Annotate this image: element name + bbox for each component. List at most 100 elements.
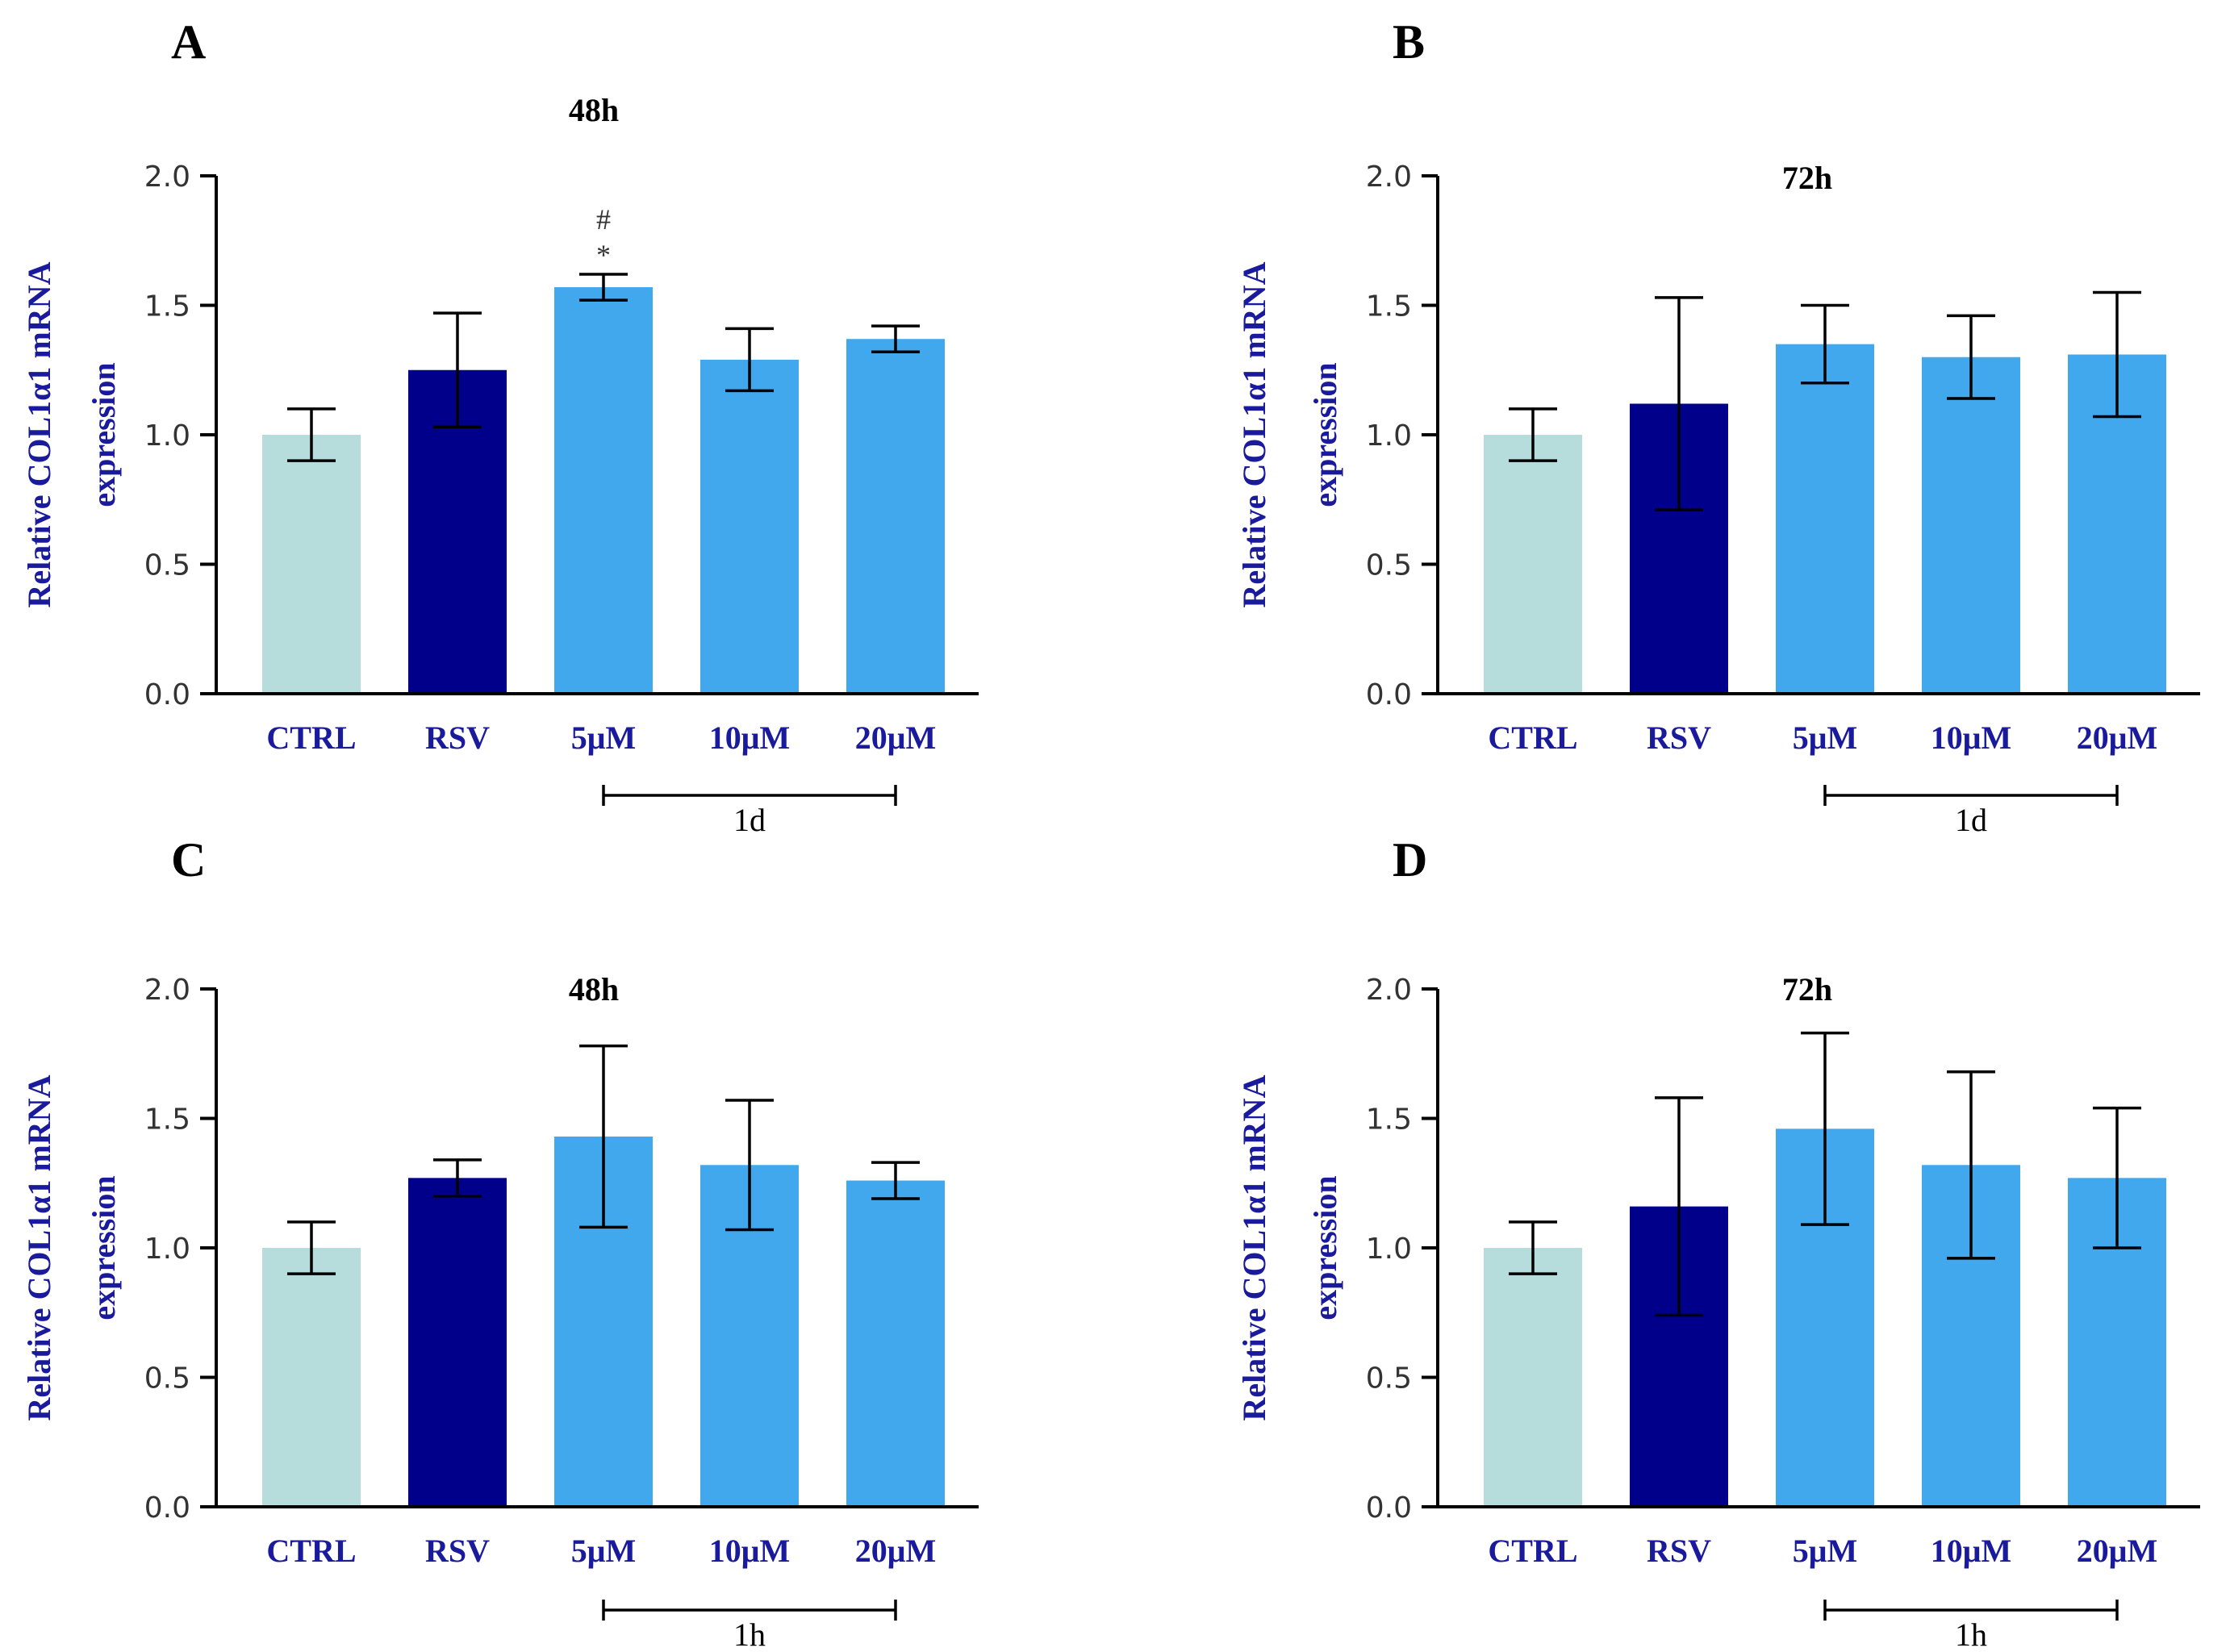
x-tick-label: 5μM — [1793, 720, 1857, 756]
error-bar — [433, 311, 482, 429]
x-tick-label: 5μM — [571, 1533, 636, 1569]
bracket-label: 1d — [1955, 802, 1987, 838]
y-tick-label: 2.0 — [1366, 161, 1412, 194]
x-tick-label: CTRL — [266, 1533, 356, 1569]
y-tick-label: 0.0 — [1366, 1491, 1412, 1525]
bar-10um — [700, 359, 799, 694]
error-bar — [1947, 314, 1995, 400]
error-bar — [1801, 1031, 1849, 1226]
bar-ctrl — [262, 1248, 361, 1507]
bar-20um — [846, 1180, 945, 1507]
y-tick-label: 1.0 — [1366, 1233, 1412, 1266]
x-tick-label: CTRL — [1488, 1533, 1577, 1569]
x-tick-label: RSV — [1647, 1533, 1711, 1569]
bar-ctrl — [262, 435, 361, 694]
x-tick-label: 20μM — [2077, 1533, 2157, 1569]
y-axis-label: expression — [86, 362, 122, 507]
panel-letter: C — [171, 833, 206, 886]
x-tick-label: CTRL — [1488, 720, 1577, 756]
bracket-label: 1h — [733, 1617, 766, 1652]
treatment-bracket — [1823, 1600, 2119, 1621]
x-tick-label: 20μM — [2077, 720, 2157, 756]
x-tick-label: 10μM — [1931, 1533, 2011, 1569]
x-tick-label: RSV — [425, 1533, 490, 1569]
x-tick-label: 20μM — [855, 1533, 936, 1569]
significance-annotation: * — [596, 239, 611, 271]
y-axis-label: Relative COL1α1 mRNA — [21, 261, 57, 607]
x-tick-label: 10μM — [709, 1533, 790, 1569]
error-bar — [1947, 1070, 1995, 1260]
y-tick-label: 1.5 — [144, 290, 190, 323]
y-tick-label: 1.0 — [1366, 419, 1412, 453]
error-bar — [579, 273, 628, 302]
y-axis-label: Relative COL1α1 mRNA — [1236, 1074, 1272, 1420]
x-tick-label: 10μM — [709, 720, 790, 756]
x-tick-label: RSV — [1647, 720, 1711, 756]
x-tick-label: 5μM — [571, 720, 636, 756]
x-tick-label: RSV — [425, 720, 490, 756]
bracket-label: 1h — [1955, 1617, 1987, 1652]
bracket-label: 1d — [733, 802, 766, 838]
y-tick-label: 0.5 — [1366, 1362, 1412, 1395]
bar-20um — [846, 339, 945, 694]
y-tick-label: 1.0 — [144, 419, 190, 453]
y-axis-label: Relative COL1α1 mRNA — [1236, 261, 1272, 607]
panel-letter: A — [171, 15, 206, 69]
panel-d: D 72h 0.0 0.5 1.0 1.5 2.0 CTRL RSV 5μM 10μM 20μM Rel… — [1236, 833, 2200, 1652]
error-bar — [1509, 407, 1557, 462]
treatment-bracket — [602, 1600, 897, 1621]
error-bar — [2093, 1106, 2141, 1249]
panel-b: B 72h 0.0 0.5 1.0 1.5 2.0 CTRL RSV 5μM 10μM 20μM Rel… — [1236, 15, 2200, 838]
x-tick-label: 10μM — [1931, 720, 2011, 756]
error-bar — [1801, 303, 1849, 385]
y-tick-label: 2.0 — [144, 974, 190, 1007]
bar-ctrl — [1484, 435, 1582, 694]
error-bar — [725, 327, 774, 393]
x-tick-label: CTRL — [266, 720, 356, 756]
y-tick-label: 0.5 — [1366, 549, 1412, 582]
bar-rsv — [408, 1178, 507, 1507]
bar-10um — [1922, 357, 2020, 694]
y-axis-label: expression — [1307, 362, 1343, 507]
panel-letter: D — [1393, 833, 1427, 886]
chart-title: 72h — [1782, 160, 1832, 196]
bar-5um — [554, 287, 653, 694]
y-tick-label: 2.0 — [1366, 974, 1412, 1007]
y-axis-label: expression — [86, 1175, 122, 1320]
error-bar — [579, 1044, 628, 1229]
bar-ctrl — [1484, 1248, 1582, 1507]
y-tick-label: 0.5 — [144, 1362, 190, 1395]
y-tick-label: 1.5 — [1366, 290, 1412, 323]
panel-letter: B — [1393, 15, 1425, 69]
y-tick-label: 1.0 — [144, 1233, 190, 1266]
chart-title: 48h — [569, 971, 619, 1007]
y-axis-label: expression — [1307, 1175, 1343, 1320]
y-axis-label: Relative COL1α1 mRNA — [21, 1074, 57, 1420]
y-tick-label: 1.5 — [1366, 1103, 1412, 1137]
error-bar — [871, 324, 920, 354]
error-bar — [287, 407, 336, 462]
y-tick-label: 1.5 — [144, 1103, 190, 1137]
error-bar — [871, 1161, 920, 1200]
error-bar — [433, 1158, 482, 1198]
error-bar — [2093, 290, 2141, 419]
error-bar — [1655, 1096, 1703, 1317]
treatment-bracket — [602, 785, 897, 806]
chart-title: 48h — [569, 92, 619, 128]
y-tick-label: 0.0 — [1366, 678, 1412, 711]
treatment-bracket — [1823, 785, 2119, 806]
x-tick-label: 5μM — [1793, 1533, 1857, 1569]
significance-annotation: # — [596, 203, 611, 236]
panel-a: A 48h 0.0 0.5 1.0 1.5 2.0 CTRL RSV 5μM 10μM 20μM Rel… — [21, 15, 979, 838]
y-tick-label: 0.0 — [144, 678, 190, 711]
chart-title: 72h — [1782, 971, 1832, 1007]
panel-c: C 48h 0.0 0.5 1.0 1.5 2.0 CTRL RSV 5μM 10μM 20μM Rel… — [21, 833, 979, 1652]
error-bar — [725, 1099, 774, 1232]
bar-5um — [1776, 344, 1874, 694]
y-tick-label: 0.5 — [144, 549, 190, 582]
error-bar — [1655, 296, 1703, 511]
x-tick-label: 20μM — [855, 720, 936, 756]
y-tick-label: 2.0 — [144, 161, 190, 194]
error-bar — [1509, 1220, 1557, 1275]
